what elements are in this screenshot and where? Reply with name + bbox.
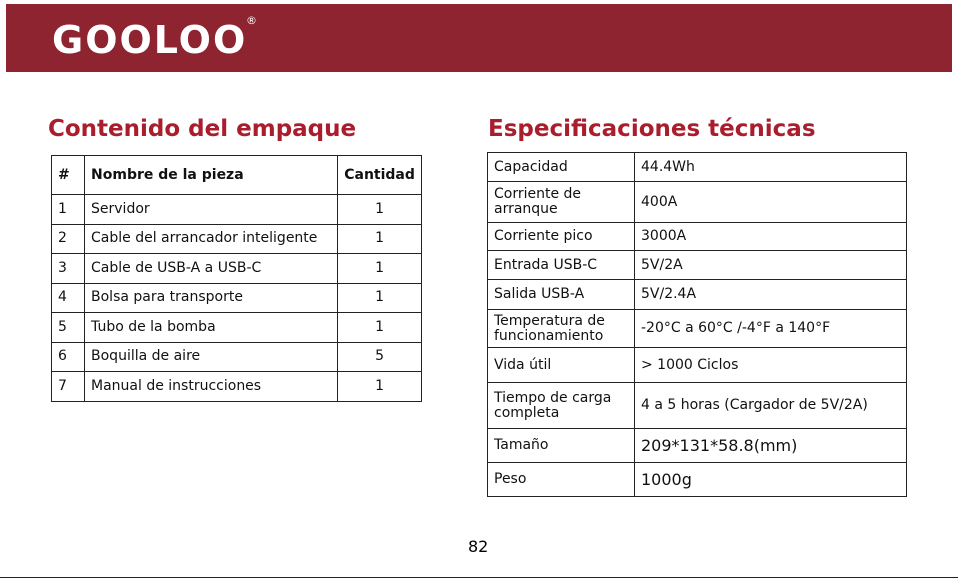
table-cell: Tamaño [487,428,635,463]
table-cell: 5 [337,341,422,372]
table-cell: 3 [50,253,86,284]
table-row: Tamaño 209*131*58.8(mm) [487,428,907,463]
table-cell: 1 [337,312,422,343]
table-cell: 1 [337,282,422,313]
column-header: Cantidad [337,155,422,195]
table-cell: Vida útil [487,347,635,383]
table-cell: Temperatura de funcionamiento [487,309,635,348]
table-cell: > 1000 Ciclos [634,347,907,383]
table-cell: Cable de USB-A a USB-C [84,253,339,284]
table-row: 1 Servidor 1 [50,194,422,225]
table-row: 7 Manual de instrucciones 1 [50,371,422,402]
table-cell: 2 [50,223,86,254]
table-cell: 1 [337,223,422,254]
table-cell: 4 a 5 horas (Cargador de 5V/2A) [634,382,907,429]
table-cell: 4 [50,282,86,313]
table-cell: 7 [50,371,86,402]
table-cell: 1 [337,371,422,402]
table-cell: 400A [634,181,907,223]
table-row: 4 Bolsa para transporte 1 [50,282,422,313]
table-cell: 5 [50,312,86,343]
table-cell: Boquilla de aire [84,341,339,372]
table-row: Corriente pico 3000A [487,222,907,251]
footer-rule [0,577,958,578]
table-cell: Cable del arrancador inteligente [84,223,339,254]
table-cell: Corriente de arranque [487,181,635,223]
table-cell: Entrada USB-C [487,250,635,280]
table-row: Entrada USB-C 5V/2A [487,250,907,280]
table-cell: -20°C a 60°C /-4°F a 140°F [634,309,907,348]
table-cell: Corriente pico [487,222,635,251]
table-cell: 5V/2A [634,250,907,280]
registered-mark: ® [246,14,257,27]
table-row: Capacidad 44.4Wh [487,152,907,182]
table-row: 3 Cable de USB-A a USB-C 1 [50,253,422,284]
logo: GOOLOO [52,18,248,62]
table-cell: 1 [337,194,422,225]
header-row: # Nombre de la pieza Cantidad [50,155,422,195]
table-row: Peso 1000g [487,462,907,497]
table-row: Corriente de arranque 400A [487,181,907,223]
section-title: Especificaciones técnicas [488,116,816,142]
package-table: # Nombre de la pieza Cantidad 1 Servidor 1 2 Ca… [50,155,422,402]
table-row: Temperatura de funcionamiento -20°C a 60°… [487,309,907,348]
column-header: Nombre de la pieza [84,155,339,195]
table-cell: Bolsa para transporte [84,282,339,313]
table-cell: 3000A [634,222,907,251]
table-cell: 5V/2.4A [634,279,907,310]
table-row: 5 Tubo de la bomba 1 [50,312,422,343]
table-cell: 1000g [634,462,907,497]
table-cell: Tubo de la bomba [84,312,339,343]
table-row: Salida USB-A 5V/2.4A [487,279,907,310]
table-cell: 6 [50,341,86,372]
table-cell: Capacidad [487,152,635,182]
column-header: # [50,155,86,195]
section-title: Contenido del empaque [48,116,357,142]
header-banner: GOOLOO ® [6,4,952,72]
table-cell: Salida USB-A [487,279,635,310]
table-row: Tiempo de carga completa 4 a 5 horas (Car… [487,382,907,429]
table-cell: 1 [337,253,422,284]
table-cell: Manual de instrucciones [84,371,339,402]
table-row: Vida útil > 1000 Ciclos [487,347,907,383]
table-cell: 44.4Wh [634,152,907,182]
table-row: 2 Cable del arrancador inteligente 1 [50,223,422,254]
table-cell: 1 [50,194,86,225]
table-row: 6 Boquilla de aire 5 [50,341,422,372]
table-cell: Peso [487,462,635,497]
table-cell: 209*131*58.8(mm) [634,428,907,463]
table-cell: Tiempo de carga completa [487,382,635,429]
table-cell: Servidor [84,194,339,225]
spec-table: Capacidad 44.4Wh Corriente de arranque 400A… [487,152,907,497]
page-number: 82 [468,537,489,556]
